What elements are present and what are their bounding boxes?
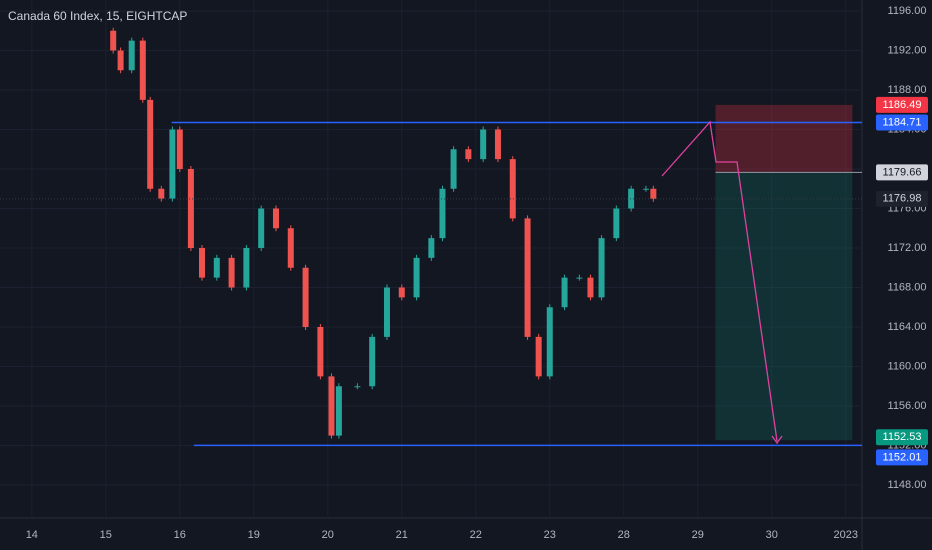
candle-body — [287, 228, 294, 268]
price-tag — [876, 449, 928, 466]
candle-body — [258, 208, 265, 248]
candle-body — [613, 208, 620, 239]
projection-arrow — [661, 120, 778, 442]
candle-body — [302, 267, 309, 327]
candle-body — [524, 218, 531, 337]
x-tick-label: 19 — [248, 529, 260, 541]
candle-body — [187, 169, 194, 248]
price-tags: 1186.49 1184.71 1179.66 1176.98 1152.53 1152.… — [876, 96, 928, 466]
candle-body — [228, 257, 235, 288]
y-tick-label: 1168.00 — [888, 281, 927, 293]
y-tick-label: 1192.00 — [888, 44, 927, 56]
candle-body — [598, 238, 605, 298]
candle-body — [398, 287, 405, 298]
y-tick-label: 1164.00 — [888, 321, 927, 333]
y-tick-label: 1160.00 — [888, 360, 927, 372]
price-tag — [876, 96, 928, 113]
x-tick-label: 21 — [396, 529, 408, 541]
chart-title: Canada 60 Index, 15, EIGHTCAP — [8, 9, 187, 23]
candle-body — [139, 40, 146, 100]
candle-body — [465, 149, 472, 160]
y-tick-label: 1196.00 — [888, 5, 927, 17]
candle-body — [369, 336, 376, 387]
candle-body — [642, 188, 649, 190]
candle-body — [354, 386, 361, 388]
x-tick-label: 14 — [26, 529, 38, 541]
candle-body — [317, 327, 324, 377]
grid: 1196.001192.001188.001184.001180.001176.… — [0, 0, 926, 541]
candle-body — [628, 188, 635, 209]
candle-body — [272, 208, 279, 229]
price-tag — [876, 429, 928, 446]
candle-body — [147, 99, 154, 189]
price-tag-label: 1186.49 — [883, 99, 922, 111]
y-tick-label: 1188.00 — [888, 84, 927, 96]
candle-body — [198, 248, 205, 278]
candle-body — [561, 277, 568, 308]
price-tag-label: 1152.01 — [883, 451, 922, 463]
candle-body — [480, 129, 487, 160]
candle-body — [450, 149, 457, 189]
price-tag — [876, 190, 928, 207]
price-tag — [876, 114, 928, 131]
target-zone — [715, 172, 853, 441]
candle-body — [587, 277, 594, 298]
candle-body — [176, 129, 183, 169]
position-zones — [715, 104, 862, 441]
candle-body — [576, 277, 583, 279]
price-tag-label: 1176.98 — [883, 193, 922, 205]
candle-body — [213, 257, 220, 278]
x-tick-label: 23 — [544, 529, 556, 541]
candle-body — [158, 188, 165, 199]
candle-body — [428, 238, 435, 258]
x-tick-label: 29 — [692, 529, 704, 541]
candle-body — [383, 287, 390, 337]
stop-zone — [715, 104, 853, 173]
candle-body — [335, 386, 342, 436]
candle-body — [110, 30, 117, 51]
candle-body — [535, 336, 542, 377]
candles — [110, 27, 657, 439]
overlays — [0, 121, 862, 447]
y-tick-label: 1148.00 — [888, 479, 927, 491]
price-tag-label: 1184.71 — [883, 116, 922, 128]
price-tag — [876, 164, 928, 181]
candle-body — [117, 50, 124, 71]
candle-body — [328, 376, 335, 436]
candle-body — [413, 257, 420, 298]
price-tag-label: 1152.53 — [883, 431, 922, 443]
x-tick-label: 30 — [766, 529, 778, 541]
x-tick-label: 16 — [174, 529, 186, 541]
candle-body — [169, 129, 176, 199]
candle-body — [509, 159, 516, 219]
candle-body — [243, 248, 250, 288]
candle-body — [650, 188, 657, 199]
x-tick-label: 20 — [322, 529, 334, 541]
candle-body — [494, 129, 501, 160]
x-tick-label: 15 — [100, 529, 112, 541]
x-tick-label: 28 — [618, 529, 630, 541]
x-tick-label: 22 — [470, 529, 482, 541]
candle-body — [128, 40, 135, 71]
candle-body — [439, 188, 446, 239]
y-tick-label: 1156.00 — [888, 400, 927, 412]
arrow-head — [771, 435, 783, 445]
candle-body — [546, 307, 553, 377]
y-tick-label: 1172.00 — [888, 242, 927, 254]
price-tag-label: 1179.66 — [883, 166, 922, 178]
x-tick-label: 2023 — [833, 529, 857, 541]
